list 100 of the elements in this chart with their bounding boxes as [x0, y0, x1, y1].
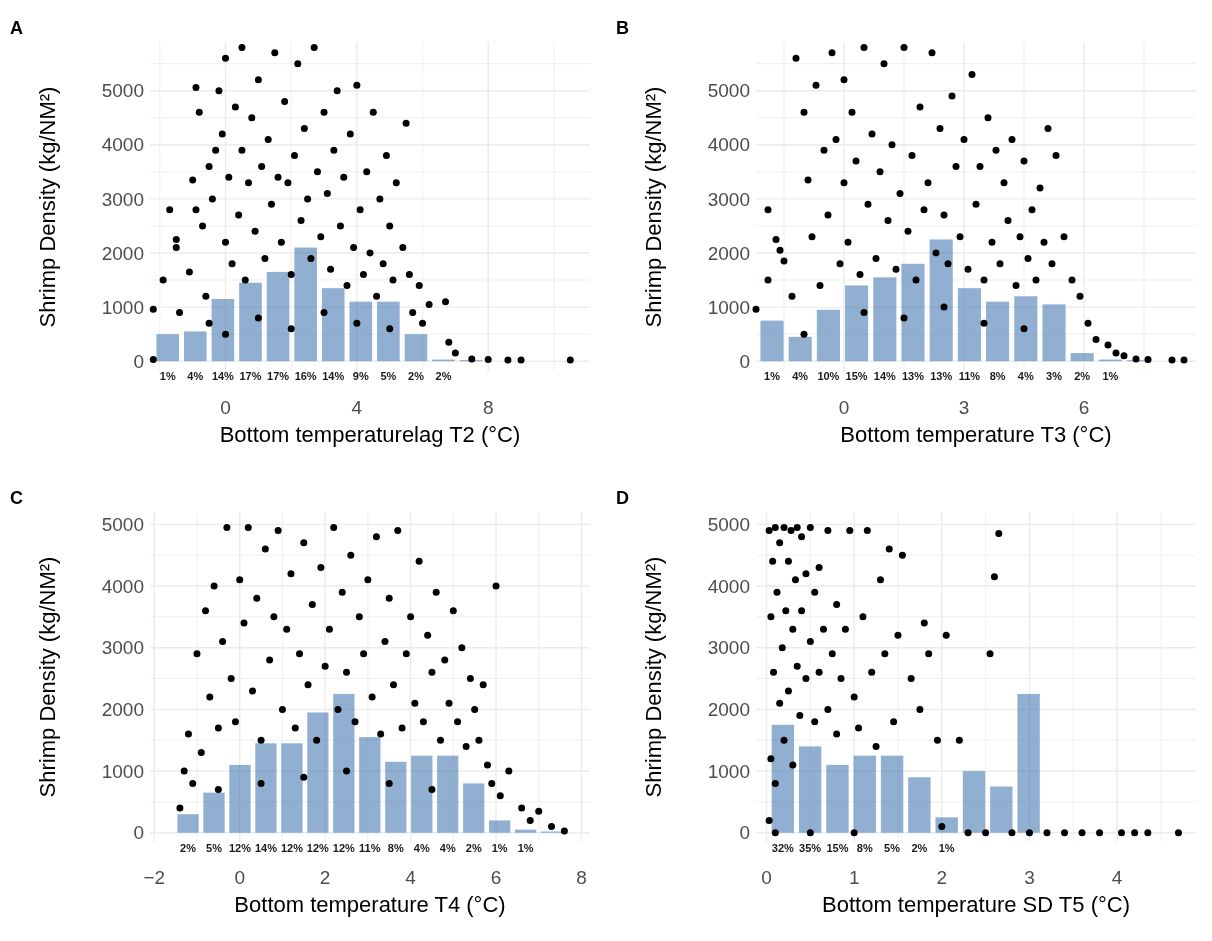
annotation: 4% — [187, 370, 204, 383]
annotation: 2% — [435, 370, 452, 383]
x-tick-label: 3 — [958, 397, 970, 418]
annotation: 32% — [771, 841, 795, 854]
x-tick-label: 0 — [220, 397, 231, 418]
bar — [266, 271, 290, 362]
bar — [908, 777, 931, 833]
y-axis-title: Shrimp Density (kg/NM²) — [35, 556, 60, 798]
annotation: 16% — [294, 370, 317, 383]
x-tick-label: 0 — [234, 867, 245, 888]
bar — [986, 301, 1010, 362]
y-tick-label: 4000 — [101, 575, 144, 597]
bar — [771, 724, 795, 833]
annotation: 1% — [764, 370, 781, 383]
x-tick-label: 6 — [1078, 397, 1090, 418]
annotation: 15% — [845, 370, 868, 383]
annotation: 17% — [239, 370, 262, 383]
bar — [515, 829, 537, 833]
y-tick-label: 3000 — [707, 188, 750, 210]
x-tick-label: 3 — [1024, 867, 1035, 888]
bar — [901, 263, 925, 362]
bar — [184, 331, 207, 362]
annotation: 13% — [930, 370, 953, 383]
annotation: 2% — [408, 370, 425, 383]
bar — [281, 743, 303, 833]
x-tick-label: 8 — [576, 867, 587, 888]
annotation: 4% — [413, 841, 430, 854]
y-tick-label: 3000 — [101, 637, 144, 659]
bar — [307, 712, 329, 833]
annotation: 4% — [792, 370, 809, 383]
bar — [321, 288, 345, 362]
bar — [798, 746, 822, 833]
bar — [873, 277, 897, 362]
y-tick-label: 2000 — [101, 242, 144, 264]
annotation: 5% — [206, 841, 223, 854]
annotation: 1% — [491, 841, 508, 854]
annotation: 1% — [517, 841, 534, 854]
y-tick-label: 0 — [739, 822, 750, 844]
y-tick-label: 1000 — [707, 296, 750, 318]
bar — [385, 761, 407, 833]
x-tick-label: 4 — [405, 867, 417, 888]
annotation: 11% — [359, 841, 381, 854]
bar — [853, 755, 876, 833]
annotation: 14% — [254, 841, 278, 854]
y-tick-label: 5000 — [707, 513, 750, 535]
y-tick-label: 5000 — [101, 80, 144, 102]
x-axis-title: Bottom temperaturelag T2 (°C) — [219, 422, 521, 447]
bar — [1017, 693, 1040, 833]
bar — [404, 334, 428, 362]
annotation: 1% — [159, 370, 176, 383]
bar — [990, 786, 1013, 833]
annotation: 1% — [1102, 370, 1119, 383]
y-tick-label: 1000 — [101, 296, 144, 318]
bar — [957, 288, 981, 362]
annotation: 17% — [267, 370, 290, 383]
bar — [1070, 353, 1094, 362]
x-tick-label: 4 — [351, 397, 363, 418]
bar — [962, 771, 986, 833]
bar — [349, 301, 373, 362]
bar — [845, 285, 869, 362]
x-axis-title: Bottom temperature T4 (°C) — [234, 892, 506, 917]
x-tick-label: 2 — [319, 867, 331, 888]
bar — [1014, 296, 1038, 362]
bar — [1042, 304, 1066, 362]
x-tick-label: 0 — [838, 397, 850, 418]
y-axis-title: Shrimp Density (kg/NM²) — [641, 86, 666, 328]
annotation: 15% — [826, 841, 849, 854]
bar — [294, 247, 317, 362]
bar — [359, 737, 381, 833]
y-tick-label: 1000 — [707, 760, 750, 782]
bar — [788, 336, 812, 362]
x-axis-title: Bottom temperature T3 (°C) — [840, 422, 1112, 447]
chart-title: C — [10, 488, 23, 508]
annotation: 2% — [911, 841, 928, 854]
bar — [239, 282, 262, 362]
y-tick-label: 3000 — [101, 188, 144, 210]
annotation: 14% — [322, 370, 345, 383]
bar — [203, 792, 225, 833]
bar — [816, 309, 840, 362]
annotation: 4% — [1017, 370, 1034, 383]
bar — [177, 814, 199, 833]
annotation: 4% — [439, 841, 456, 854]
annotation: 9% — [352, 370, 369, 383]
x-tick-label: 4 — [1111, 867, 1123, 888]
chart-title: D — [616, 488, 629, 508]
y-tick-label: 2000 — [101, 699, 144, 721]
y-tick-label: 2000 — [707, 242, 750, 264]
annotation: 14% — [873, 370, 897, 383]
y-tick-label: 5000 — [707, 80, 750, 102]
annotation: 12% — [332, 841, 356, 854]
annotation: 2% — [180, 841, 197, 854]
x-tick-label: 2 — [936, 867, 948, 888]
bar — [229, 764, 251, 833]
bar — [463, 783, 485, 833]
annotation: 14% — [211, 370, 235, 383]
x-tick-label: 0 — [761, 867, 772, 888]
x-tick-label: −2 — [143, 867, 166, 888]
bar — [377, 301, 400, 362]
bar — [156, 334, 180, 362]
bar — [880, 755, 904, 833]
